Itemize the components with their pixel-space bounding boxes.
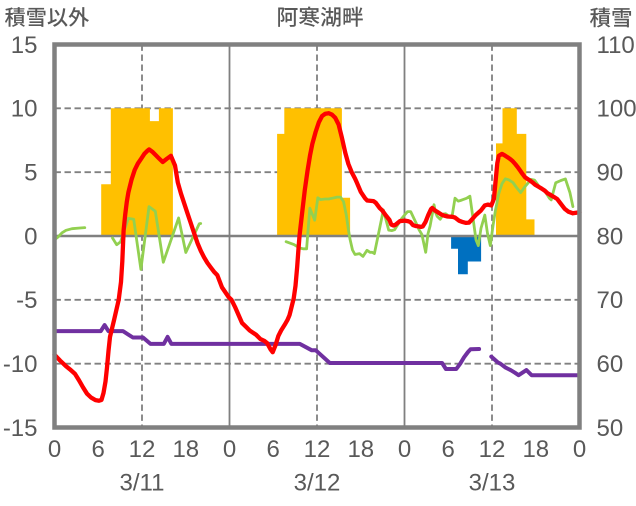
svg-text:3/11: 3/11 (120, 470, 165, 497)
svg-text:18: 18 (172, 436, 199, 463)
svg-text:18: 18 (347, 436, 374, 463)
svg-text:5: 5 (24, 160, 37, 187)
svg-text:-15: -15 (3, 415, 38, 442)
svg-text:0: 0 (223, 436, 236, 463)
svg-text:6: 6 (92, 436, 105, 463)
svg-text:60: 60 (597, 351, 624, 378)
svg-text:50: 50 (597, 415, 624, 442)
svg-text:0: 0 (48, 436, 61, 463)
svg-text:6: 6 (267, 436, 280, 463)
svg-text:12: 12 (304, 436, 331, 463)
svg-text:0: 0 (24, 223, 37, 250)
svg-text:-10: -10 (3, 351, 38, 378)
svg-text:3/13: 3/13 (469, 470, 516, 497)
svg-text:6: 6 (442, 436, 455, 463)
svg-text:80: 80 (597, 223, 624, 250)
svg-text:0: 0 (573, 436, 586, 463)
svg-text:-5: -5 (16, 287, 37, 314)
svg-text:10: 10 (11, 96, 38, 123)
svg-text:0: 0 (398, 436, 411, 463)
svg-text:100: 100 (597, 96, 636, 123)
svg-text:3/12: 3/12 (294, 470, 341, 497)
svg-text:15: 15 (11, 32, 38, 59)
svg-text:70: 70 (597, 287, 624, 314)
svg-text:12: 12 (129, 436, 156, 463)
svg-text:110: 110 (597, 32, 635, 59)
svg-text:90: 90 (597, 160, 624, 187)
svg-text:12: 12 (479, 436, 506, 463)
svg-text:18: 18 (522, 436, 549, 463)
